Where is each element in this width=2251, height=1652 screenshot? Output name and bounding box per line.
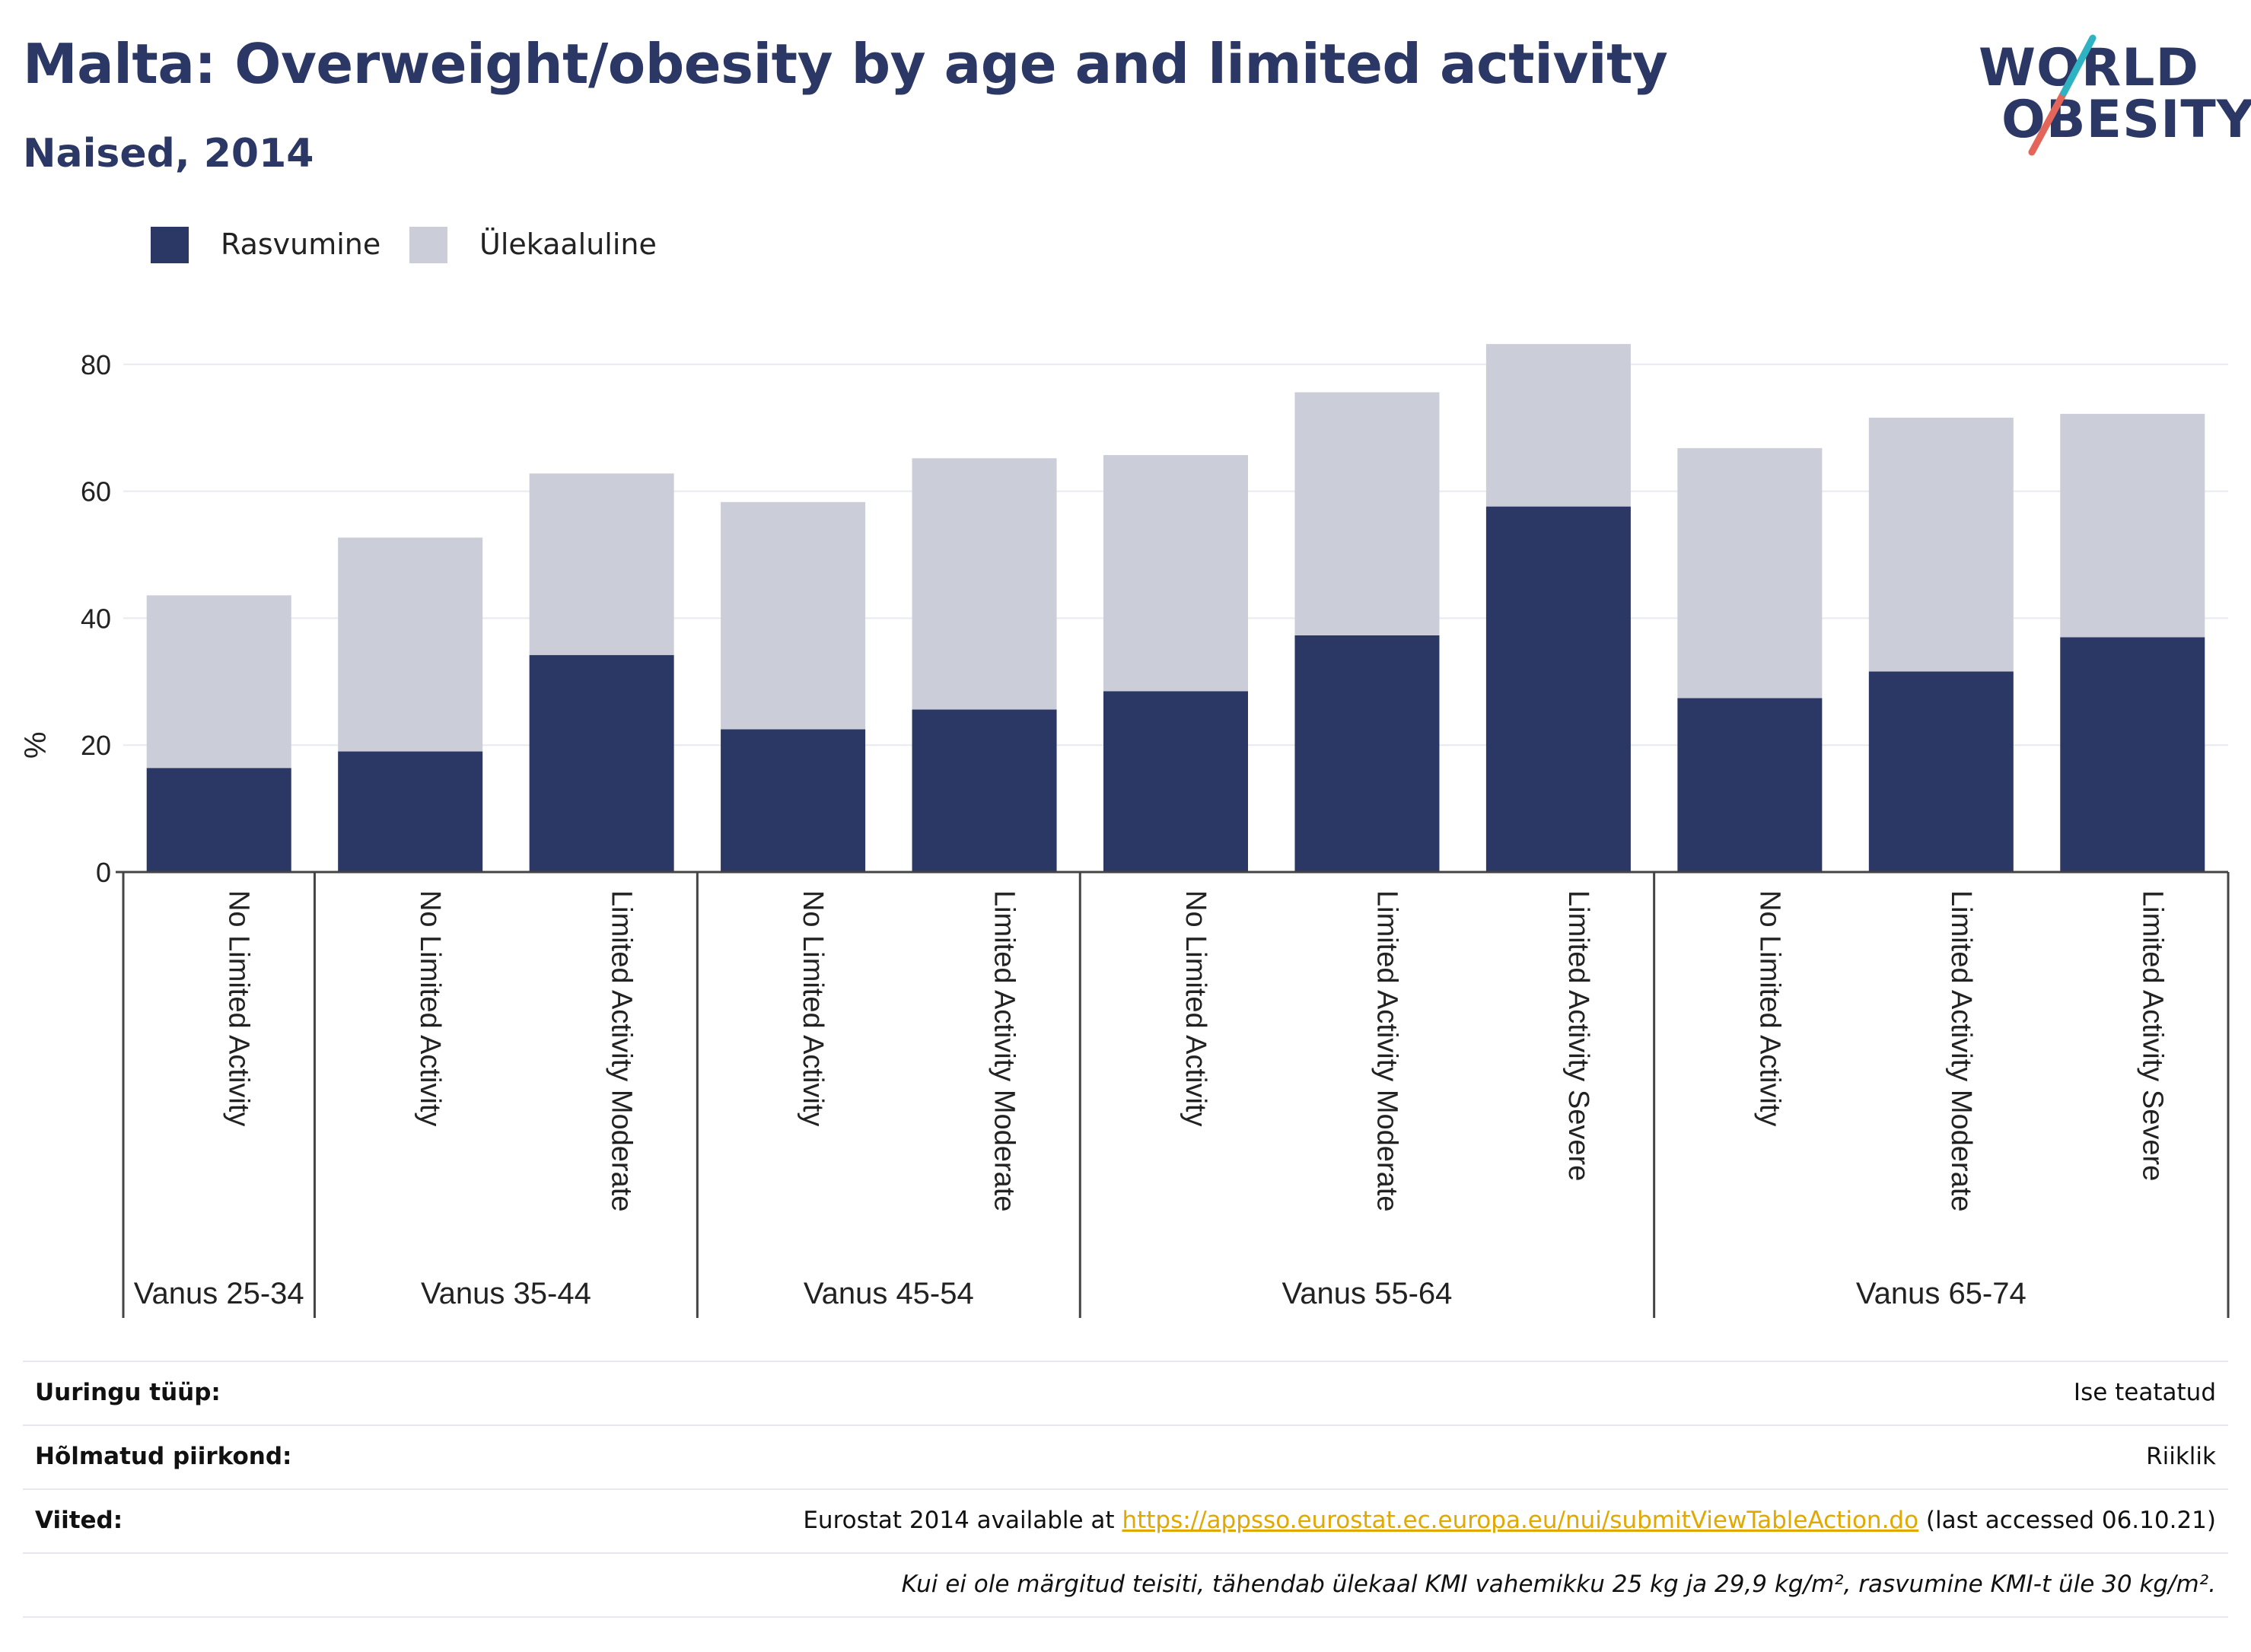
bar-obesity: [529, 654, 674, 872]
meta-row-survey-type: Uuringu tüüp: Ise teatatud: [23, 1361, 2228, 1424]
meta-row-note: Kui ei ole märgitud teisiti, tähendab ül…: [23, 1552, 2228, 1618]
x-tick-label: Limited Activity Moderate: [1945, 890, 1977, 1211]
references-prefix: Eurostat 2014 available at: [803, 1507, 1122, 1534]
bar-overweight: [912, 458, 1057, 710]
x-group-label: Vanus 45-54: [804, 1277, 974, 1310]
x-tick-label: Limited Activity Moderate: [989, 890, 1020, 1211]
bar-obesity: [1103, 691, 1248, 872]
references-label: Viited:: [35, 1507, 123, 1534]
bar-overweight: [1868, 417, 2014, 672]
bar-overweight: [1103, 455, 1248, 692]
bar-obesity: [1485, 506, 1631, 872]
x-group-label: Vanus 65-74: [1856, 1277, 2027, 1310]
legend-swatch-obesity: [151, 227, 189, 263]
definition-note: Kui ei ole märgitud teisiti, tähendab ül…: [901, 1571, 2216, 1598]
bar-obesity: [338, 751, 483, 872]
bar-obesity: [721, 729, 866, 872]
logo-slash-icon: [2028, 34, 2097, 156]
metadata-table: Uuringu tüüp: Ise teatatud Hõlmatud piir…: [23, 1361, 2228, 1618]
bar-overweight: [1294, 392, 1440, 635]
bar-obesity: [912, 709, 1057, 872]
references-value: Eurostat 2014 available at https://appss…: [803, 1507, 2216, 1534]
region-label: Hõlmatud piirkond:: [35, 1443, 292, 1470]
x-tick-label: Limited Activity Moderate: [606, 890, 638, 1211]
logo-line-2: OBESITY: [2001, 90, 2251, 150]
world-obesity-logo: WORLD OBESITY: [1979, 23, 2251, 167]
bar-obesity: [1868, 671, 2014, 872]
bar-overweight: [146, 595, 291, 769]
references-suffix: (last accessed 06.10.21): [1918, 1507, 2216, 1534]
legend-swatch-overweight: [409, 227, 447, 263]
bar-obesity: [1294, 635, 1440, 872]
legend-label-overweight: Ülekaaluline: [479, 228, 657, 261]
y-axis-label: %: [19, 731, 53, 759]
bar-overweight: [2060, 413, 2205, 638]
bar-overweight: [529, 473, 674, 655]
chart-subtitle: Naised, 2014: [23, 131, 314, 177]
x-tick-label: Limited Activity Severe: [1562, 890, 1594, 1181]
meta-row-region: Hõlmatud piirkond: Riiklik: [23, 1424, 2228, 1488]
legend-label-obesity: Rasvumine: [221, 228, 381, 261]
x-tick-label: No Limited Activity: [223, 890, 255, 1126]
chart-title: Malta: Overweight/obesity by age and lim…: [23, 32, 1668, 96]
y-tick-label: 80: [81, 349, 111, 380]
region-value: Riiklik: [2146, 1443, 2216, 1470]
bar-overweight: [1485, 344, 1631, 507]
y-tick-label: 0: [96, 857, 111, 888]
bar-overweight: [721, 501, 866, 730]
bar-chart: 0 20 40 60 80% No Limited Activity No Limited …: [19, 344, 2230, 1318]
x-tick-label: No Limited Activity: [1180, 890, 1211, 1126]
survey-type-value: Ise teatatud: [2073, 1379, 2216, 1406]
y-tick-label: 20: [81, 730, 111, 761]
x-group-label: Vanus 55-64: [1282, 1277, 1453, 1310]
x-tick-label: No Limited Activity: [1753, 890, 1785, 1126]
y-tick-label: 60: [81, 476, 111, 508]
bar-overweight: [338, 537, 483, 752]
references-link[interactable]: https://appsso.eurostat.ec.europa.eu/nui…: [1122, 1507, 1919, 1534]
bar-obesity: [1677, 698, 1823, 872]
x-tick-label: No Limited Activity: [414, 890, 446, 1126]
x-tick-label: No Limited Activity: [797, 890, 829, 1126]
x-group-label: Vanus 35-44: [421, 1277, 591, 1310]
bar-overweight: [1677, 447, 1823, 699]
survey-type-label: Uuringu tüüp:: [35, 1379, 221, 1406]
x-tick-label: Limited Activity Moderate: [1371, 890, 1402, 1211]
x-tick-label: Limited Activity Severe: [2136, 890, 2168, 1181]
x-group-label: Vanus 25-34: [134, 1277, 304, 1310]
bar-obesity: [146, 768, 291, 872]
bar-obesity: [2060, 637, 2205, 872]
meta-row-references: Viited: Eurostat 2014 available at https…: [23, 1488, 2228, 1552]
y-tick-label: 40: [81, 603, 111, 634]
